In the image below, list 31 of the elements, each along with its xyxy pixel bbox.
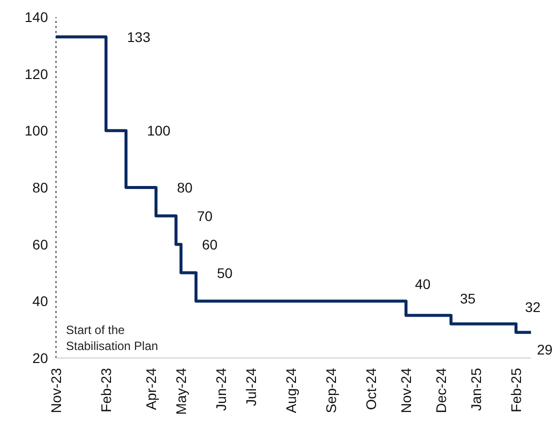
x-tick-label: Jan-25 [468,368,484,411]
x-tick-label: Apr-24 [143,368,159,410]
y-tick-label: 40 [32,293,48,310]
data-label: 133 [127,28,151,45]
y-tick-label: 100 [24,122,48,139]
x-tick-label: Oct-24 [363,368,379,410]
x-tick-label: Dec-24 [433,368,449,414]
x-tick-label: Feb-23 [98,368,114,412]
data-label: 29 [537,341,553,358]
y-tick-label: 80 [32,179,48,196]
ref-line-label: Start of the Stabilisation Plan [66,323,158,353]
data-label: 100 [147,122,171,139]
data-label: 40 [415,276,431,292]
x-tick-label: Feb-25 [508,368,524,412]
y-tick-label: 140 [24,8,48,25]
x-tick-label: Sep-24 [323,368,339,414]
y-tick-label: 20 [32,350,48,366]
data-label: 35 [460,290,476,306]
data-label: 70 [197,208,213,224]
data-label: 32 [525,298,541,315]
x-tick-label: Jun-24 [213,368,229,411]
data-label: 60 [202,236,218,252]
x-tick-label: Nov-24 [398,368,414,414]
x-tick-label: May-24 [173,368,189,415]
y-tick-label: 120 [24,66,48,82]
x-tick-label: Nov-23 [48,368,64,414]
y-tick-label: 60 [32,236,48,252]
data-label: 80 [177,180,193,196]
x-tick-label: Aug-24 [283,368,299,414]
data-label: 50 [217,264,233,281]
x-tick-label: Jul-24 [243,368,259,406]
